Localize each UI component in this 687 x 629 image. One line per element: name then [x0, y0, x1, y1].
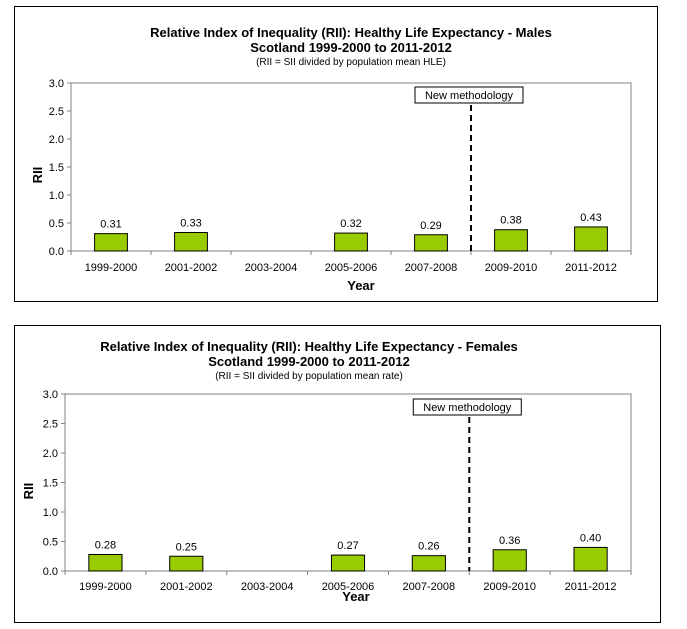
annotation-text: New methodology	[425, 90, 514, 102]
x-tick-label: 2011-2012	[565, 262, 617, 274]
x-tick-label: 2009-2010	[483, 581, 536, 593]
chart-svg-females: Relative Index of Inequality (RII): Heal…	[21, 339, 632, 604]
x-tick-label: 2003-2004	[245, 262, 298, 274]
y-tick-label: 3.0	[49, 78, 64, 90]
data-label: 0.27	[337, 540, 358, 552]
chart-subtitle: (RII = SII divided by population mean HL…	[256, 57, 446, 68]
x-tick-label: 1999-2000	[85, 262, 138, 274]
x-tick-label: 1999-2000	[79, 581, 132, 593]
y-tick-label: 1.0	[43, 507, 58, 519]
x-tick-label: 2009-2010	[485, 262, 538, 274]
bar-2007-2008	[411, 555, 446, 572]
y-tick-label: 2.0	[43, 448, 58, 460]
chart-title-line2: Scotland 1999-2000 to 2011-2012	[250, 40, 452, 55]
bar-2009-2010	[492, 549, 527, 572]
bar-2001-2002	[169, 555, 204, 572]
chart-title-line1: Relative Index of Inequality (RII): Heal…	[100, 339, 518, 354]
bar-2005-2006	[334, 232, 368, 252]
data-label: 0.31	[100, 219, 121, 231]
bar-2007-2008	[414, 234, 448, 252]
y-tick-label: 1.5	[43, 478, 58, 490]
data-label: 0.28	[95, 539, 116, 551]
y-tick-label: 0.0	[49, 246, 64, 258]
x-tick-label: 2005-2006	[322, 581, 375, 593]
y-axis-label: RII	[30, 167, 45, 184]
bar-1999-2000	[88, 553, 123, 572]
bar-2011-2012	[574, 226, 608, 252]
data-label: 0.43	[580, 212, 601, 224]
y-tick-label: 1.5	[49, 162, 64, 174]
chart-title-line1: Relative Index of Inequality (RII): Heal…	[150, 25, 552, 40]
bar-2009-2010	[494, 229, 528, 252]
data-label: 0.33	[180, 218, 201, 230]
y-tick-label: 0.5	[49, 218, 64, 230]
bar-2005-2006	[330, 554, 366, 572]
x-axis-label: Year	[347, 278, 374, 293]
data-label: 0.25	[176, 541, 197, 553]
x-tick-label: 2007-2008	[405, 262, 458, 274]
chart-title-line2: Scotland 1999-2000 to 2011-2012	[208, 354, 410, 369]
chart-svg-males: Relative Index of Inequality (RII): Heal…	[30, 25, 632, 293]
annotation-box	[412, 398, 522, 416]
y-tick-label: 2.5	[43, 419, 58, 431]
chart-panel-males: Relative Index of Inequality (RII): Heal…	[14, 6, 658, 302]
data-label: 0.36	[499, 535, 520, 547]
y-tick-label: 1.0	[49, 190, 64, 202]
y-tick-label: 0.0	[43, 566, 58, 578]
x-axis-label: Year	[342, 589, 369, 604]
data-label: 0.40	[580, 532, 601, 544]
data-label: 0.38	[500, 215, 521, 227]
bar-2001-2002	[174, 232, 208, 252]
x-tick-label: 2003-2004	[241, 581, 294, 593]
data-label: 0.26	[418, 541, 439, 553]
x-tick-label: 2001-2002	[160, 581, 213, 593]
y-tick-label: 0.5	[43, 537, 58, 549]
chart-subtitle: (RII = SII divided by population mean ra…	[215, 371, 403, 382]
y-tick-label: 2.0	[49, 134, 64, 146]
chart-panel-females: Relative Index of Inequality (RII): Heal…	[14, 325, 661, 623]
y-tick-label: 2.5	[49, 106, 64, 118]
x-tick-label: 2011-2012	[565, 581, 617, 593]
y-tick-label: 3.0	[43, 389, 58, 401]
x-tick-label: 2005-2006	[325, 262, 378, 274]
y-axis-label: RII	[21, 483, 36, 500]
x-tick-label: 2001-2002	[165, 262, 218, 274]
annotation-box	[414, 86, 524, 104]
data-label: 0.29	[420, 220, 441, 232]
bar-1999-2000	[94, 233, 128, 252]
bar-2011-2012	[573, 546, 608, 572]
data-label: 0.32	[340, 218, 361, 230]
x-tick-label: 2007-2008	[403, 581, 456, 593]
annotation-text: New methodology	[423, 402, 512, 414]
